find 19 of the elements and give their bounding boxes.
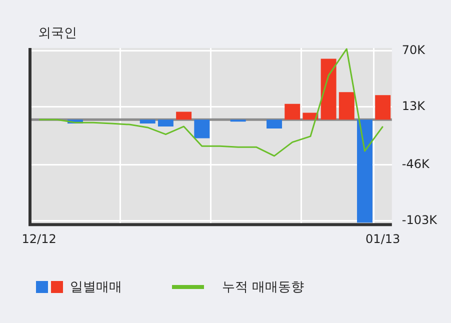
y-tick-label: 13K (402, 98, 426, 113)
legend-label: 누적 매매동향 (222, 279, 304, 296)
y-tick-label: -46K (402, 156, 430, 171)
bar (158, 120, 174, 126)
bar (194, 120, 210, 138)
bar (375, 95, 391, 120)
bar (357, 120, 372, 223)
bar (266, 120, 282, 128)
x-tick-label: 01/13 (366, 232, 400, 246)
x-tick-label: 12/12 (22, 232, 56, 246)
legend-label: 일별매매 (70, 279, 122, 296)
bar (338, 92, 354, 120)
y-tick-label: -103K (402, 212, 438, 227)
bar (176, 112, 192, 120)
chart-title: 외국인 (38, 25, 77, 42)
y-tick-label: 70K (402, 43, 426, 58)
bar (320, 58, 336, 120)
bar (284, 104, 300, 120)
bar (140, 120, 156, 124)
